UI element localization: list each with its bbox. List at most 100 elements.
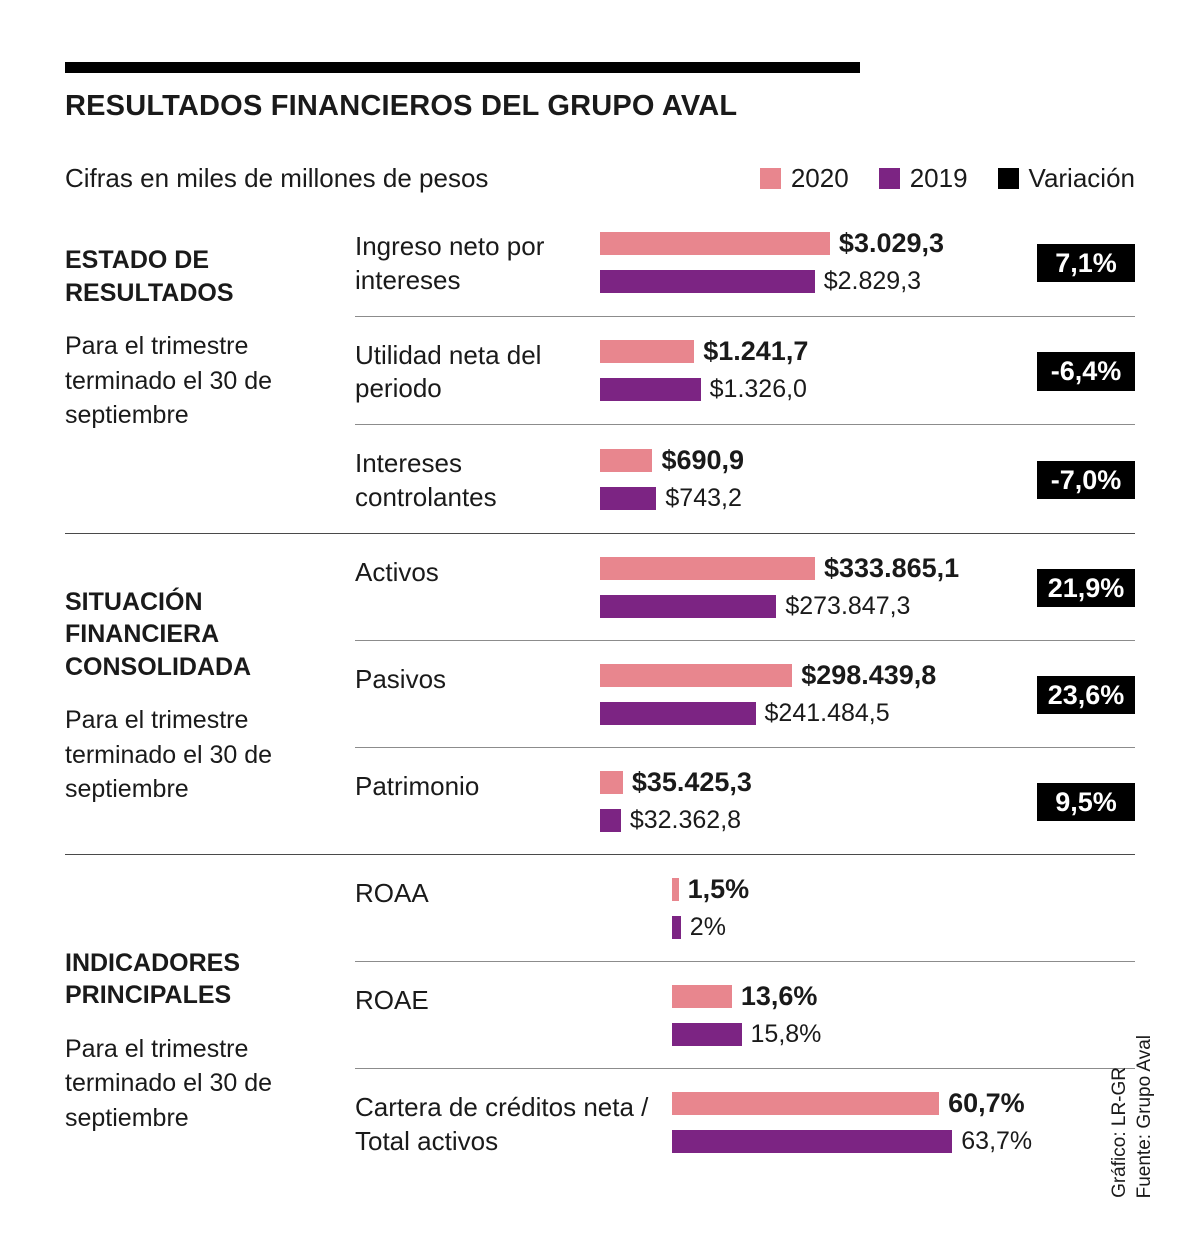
variation-badge: 21,9% xyxy=(1037,568,1135,607)
row-ingreso-neto: Ingreso neto por intereses $3.029,3 $2.8… xyxy=(355,208,1135,316)
variation-cell: 23,6% xyxy=(1025,661,1135,729)
section-rows: ROAA 1,5% 2% ROAE xyxy=(355,855,1135,1177)
row-label: ROAA xyxy=(355,877,429,908)
section-title: ESTADO DE RESULTADOS xyxy=(65,246,234,307)
bar-line-2019: $273.847,3 xyxy=(600,592,1025,622)
row-bars: $333.865,1 $273.847,3 xyxy=(600,553,1025,622)
bar-2020 xyxy=(672,1092,940,1116)
row-label: Pasivos xyxy=(355,663,447,694)
value-2019: $32.362,8 xyxy=(629,806,742,835)
variation-cell: 9,5% xyxy=(1025,768,1135,836)
variation-badge: -6,4% xyxy=(1037,352,1135,391)
variation-badge: 9,5% xyxy=(1037,782,1135,821)
bar-line-2019: 63,7% xyxy=(672,1127,1135,1157)
row-label: Ingreso neto por intereses xyxy=(355,231,545,295)
row-bars: $690,9 $743,2 xyxy=(600,445,1025,515)
section-header: INDICADORES PRINCIPALES Para el trimestr… xyxy=(65,855,355,1177)
row-label: Utilidad neta del periodo xyxy=(355,339,542,404)
row-roaa: ROAA 1,5% 2% xyxy=(355,855,1135,961)
value-2019: $273.847,3 xyxy=(785,592,911,621)
variation-cell: -7,0% xyxy=(1025,445,1135,515)
page-title: RESULTADOS FINANCIEROS DEL GRUPO AVAL xyxy=(65,90,738,122)
value-2019: $2.829,3 xyxy=(823,266,922,295)
subtitle-row: Cifras en miles de millones de pesos 202… xyxy=(65,163,1135,194)
legend-swatch-2019 xyxy=(878,168,900,189)
bar-line-2020: $3.029,3 xyxy=(600,228,1025,258)
section-subtitle: Para el trimestre terminado el 30 de sep… xyxy=(65,706,273,804)
section-header: ESTADO DE RESULTADOS Para el trimestre t… xyxy=(65,208,355,533)
bar-2019 xyxy=(600,378,701,402)
row-bars: 13,6% 15,8% xyxy=(672,981,1135,1050)
row-utilidad-neta: Utilidad neta del periodo $1.241,7 $1.32… xyxy=(355,315,1135,425)
value-2019: $1.326,0 xyxy=(709,375,807,404)
legend-label-2020: 2020 xyxy=(790,163,849,193)
row-label: Intereses controlantes xyxy=(355,448,497,512)
value-2020: 60,7% xyxy=(948,1088,1025,1119)
legend: 2020 2019 Variación xyxy=(759,163,1135,194)
source-credit: Fuente: Grupo Aval xyxy=(1134,1034,1155,1198)
variation-cell: 21,9% xyxy=(1025,554,1135,622)
bar-2020 xyxy=(600,557,815,581)
legend-label-2019: 2019 xyxy=(909,163,968,193)
row-label: ROAE xyxy=(355,984,429,1015)
bar-line-2020: $333.865,1 xyxy=(600,553,1025,584)
row-bars: $35.425,3 $32.362,8 xyxy=(600,767,1025,836)
chart: ESTADO DE RESULTADOS Para el trimestre t… xyxy=(65,208,1135,1176)
top-rule xyxy=(65,62,860,73)
value-2020: $3.029,3 xyxy=(838,227,945,258)
value-2020: 13,6% xyxy=(740,981,818,1012)
bar-line-2019: 15,8% xyxy=(672,1020,1135,1050)
value-2019: 2% xyxy=(689,913,726,942)
bar-2020 xyxy=(600,448,653,472)
bar-line-2020: $298.439,8 xyxy=(600,660,1025,691)
bar-2019 xyxy=(600,595,777,619)
value-2019: $241.484,5 xyxy=(764,699,890,728)
bar-line-2020: 13,6% xyxy=(672,981,1135,1012)
value-2020: $1.241,7 xyxy=(703,336,809,367)
legend-swatch-variacion xyxy=(997,168,1019,189)
bar-2019 xyxy=(600,269,815,293)
row-pasivos: Pasivos $298.439,8 $241.484,5 23,6% xyxy=(355,639,1135,747)
section-rows: Ingreso neto por intereses $3.029,3 $2.8… xyxy=(355,208,1135,533)
value-2020: $298.439,8 xyxy=(801,660,937,691)
section-title: INDICADORES PRINCIPALES xyxy=(65,948,241,1010)
row-bars: 1,5% 2% xyxy=(672,874,1135,943)
row-intereses-controlantes: Intereses controlantes $690,9 $743,2 -7,… xyxy=(355,424,1135,533)
bar-2020 xyxy=(600,231,830,255)
value-2019: 63,7% xyxy=(961,1127,1033,1156)
section-situacion-financiera: SITUACIÓN FINANCIERA CONSOLIDADA Para el… xyxy=(65,532,1135,854)
section-indicadores-principales: INDICADORES PRINCIPALES Para el trimestr… xyxy=(65,853,1135,1177)
row-cartera-creditos: Cartera de créditos neta / Total activos… xyxy=(355,1067,1135,1177)
variation-cell: 7,1% xyxy=(1025,228,1135,298)
row-label: Activos xyxy=(355,556,439,587)
bar-line-2020: 1,5% xyxy=(672,874,1135,905)
credits: Gráfico: LR-GR Fuente: Grupo Aval xyxy=(1109,1035,1156,1198)
legend-item-2019: 2019 xyxy=(878,163,968,194)
bar-2019 xyxy=(672,1023,742,1047)
value-2020: $690,9 xyxy=(661,444,745,475)
bar-line-2019: 2% xyxy=(672,913,1135,943)
bar-2020 xyxy=(600,340,695,364)
legend-label-variacion: Variación xyxy=(1028,163,1135,193)
bar-line-2019: $32.362,8 xyxy=(600,806,1025,836)
value-2020: $333.865,1 xyxy=(824,553,960,584)
section-subtitle: Para el trimestre terminado el 30 de sep… xyxy=(65,332,273,429)
value-2019: 15,8% xyxy=(750,1020,822,1049)
bar-line-2019: $743,2 xyxy=(600,483,1025,513)
section-estado-de-resultados: ESTADO DE RESULTADOS Para el trimestre t… xyxy=(65,208,1135,533)
bar-2019 xyxy=(600,809,621,833)
row-bars: $1.241,7 $1.326,0 xyxy=(600,336,1025,407)
bar-line-2020: $1.241,7 xyxy=(600,336,1025,367)
bar-line-2019: $2.829,3 xyxy=(600,266,1025,296)
row-patrimonio: Patrimonio $35.425,3 $32.362,8 9,5% xyxy=(355,746,1135,854)
row-label: Cartera de créditos neta / Total activos xyxy=(355,1091,649,1156)
bar-line-2020: $35.425,3 xyxy=(600,767,1025,798)
bar-2019 xyxy=(600,702,756,726)
bar-2019 xyxy=(672,1130,953,1154)
variation-badge: 23,6% xyxy=(1037,675,1135,714)
legend-item-variacion: Variación xyxy=(997,163,1135,194)
row-bars: 60,7% 63,7% xyxy=(672,1088,1135,1159)
bar-2019 xyxy=(672,916,681,940)
legend-swatch-2020 xyxy=(759,168,781,189)
units-caption: Cifras en miles de millones de pesos xyxy=(65,163,489,193)
